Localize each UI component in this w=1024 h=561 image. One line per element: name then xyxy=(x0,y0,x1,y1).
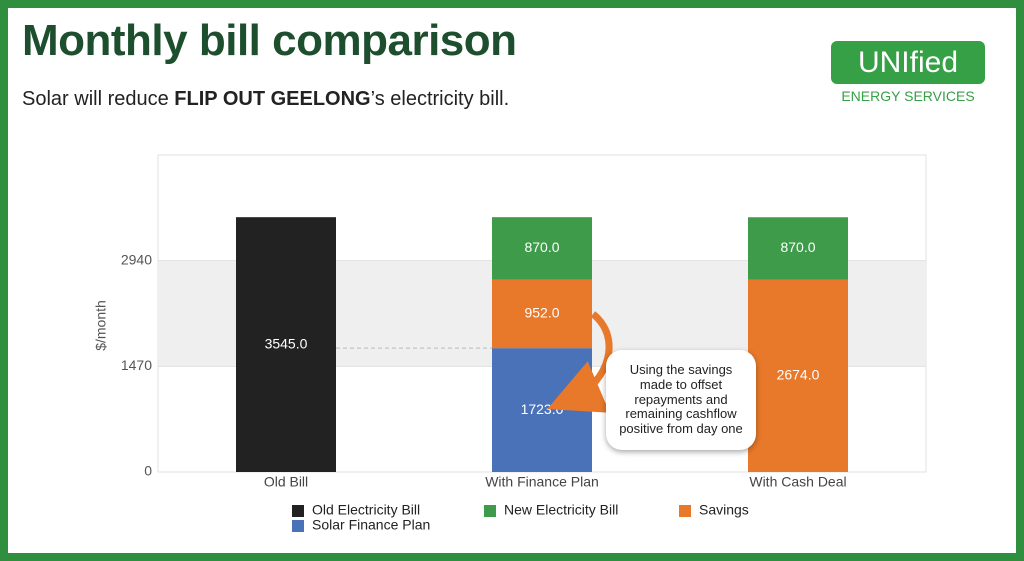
y-axis-label: $/month xyxy=(93,300,109,351)
value-label: 3545.0 xyxy=(265,335,308,351)
subtitle: Solar will reduce FLIP OUT GEELONG’s ele… xyxy=(22,88,509,111)
y-tick-label: 1470 xyxy=(121,357,152,373)
x-tick-label: With Cash Deal xyxy=(749,474,846,490)
value-label: 2674.0 xyxy=(777,367,820,383)
subtitle-text: Solar will reduce xyxy=(22,88,175,110)
legend-swatch xyxy=(484,505,496,517)
bar-segment xyxy=(748,279,848,472)
bar-segment xyxy=(492,217,592,280)
value-label: 952.0 xyxy=(524,305,559,321)
value-label: 1723.0 xyxy=(521,401,564,417)
x-tick-label: With Finance Plan xyxy=(485,474,599,490)
legend-swatch xyxy=(292,505,304,517)
x-tick-label: Old Bill xyxy=(264,474,308,490)
logo: UNIfied xyxy=(831,41,985,84)
logo-tagline: ENERGY SERVICES xyxy=(841,88,975,104)
value-label: 870.0 xyxy=(780,239,815,255)
legend-label: Solar Finance Plan xyxy=(312,517,430,533)
bar-segment xyxy=(492,279,592,349)
chart: 0 1470 2940 $/month Old Bill 3545.0 With Finan… xyxy=(93,154,927,533)
slide-title: Monthly bill comparison xyxy=(22,16,517,65)
legend-swatch xyxy=(292,520,304,532)
y-tick-label: 2940 xyxy=(121,251,152,267)
bar-segment xyxy=(748,217,848,280)
legend-label: Old Electricity Bill xyxy=(312,502,420,518)
value-label: 870.0 xyxy=(524,239,559,255)
subtitle-client: FLIP OUT GEELONG xyxy=(174,88,371,110)
legend-label: Savings xyxy=(699,502,749,518)
bar-segment xyxy=(236,217,336,472)
annotation: Using the savings made to offset repayme… xyxy=(606,350,756,450)
y-tick-label: 0 xyxy=(144,463,152,479)
legend-label: New Electricity Bill xyxy=(504,502,618,518)
legend-swatch xyxy=(679,505,691,517)
subtitle-text: ’s electricity bill. xyxy=(370,88,510,110)
